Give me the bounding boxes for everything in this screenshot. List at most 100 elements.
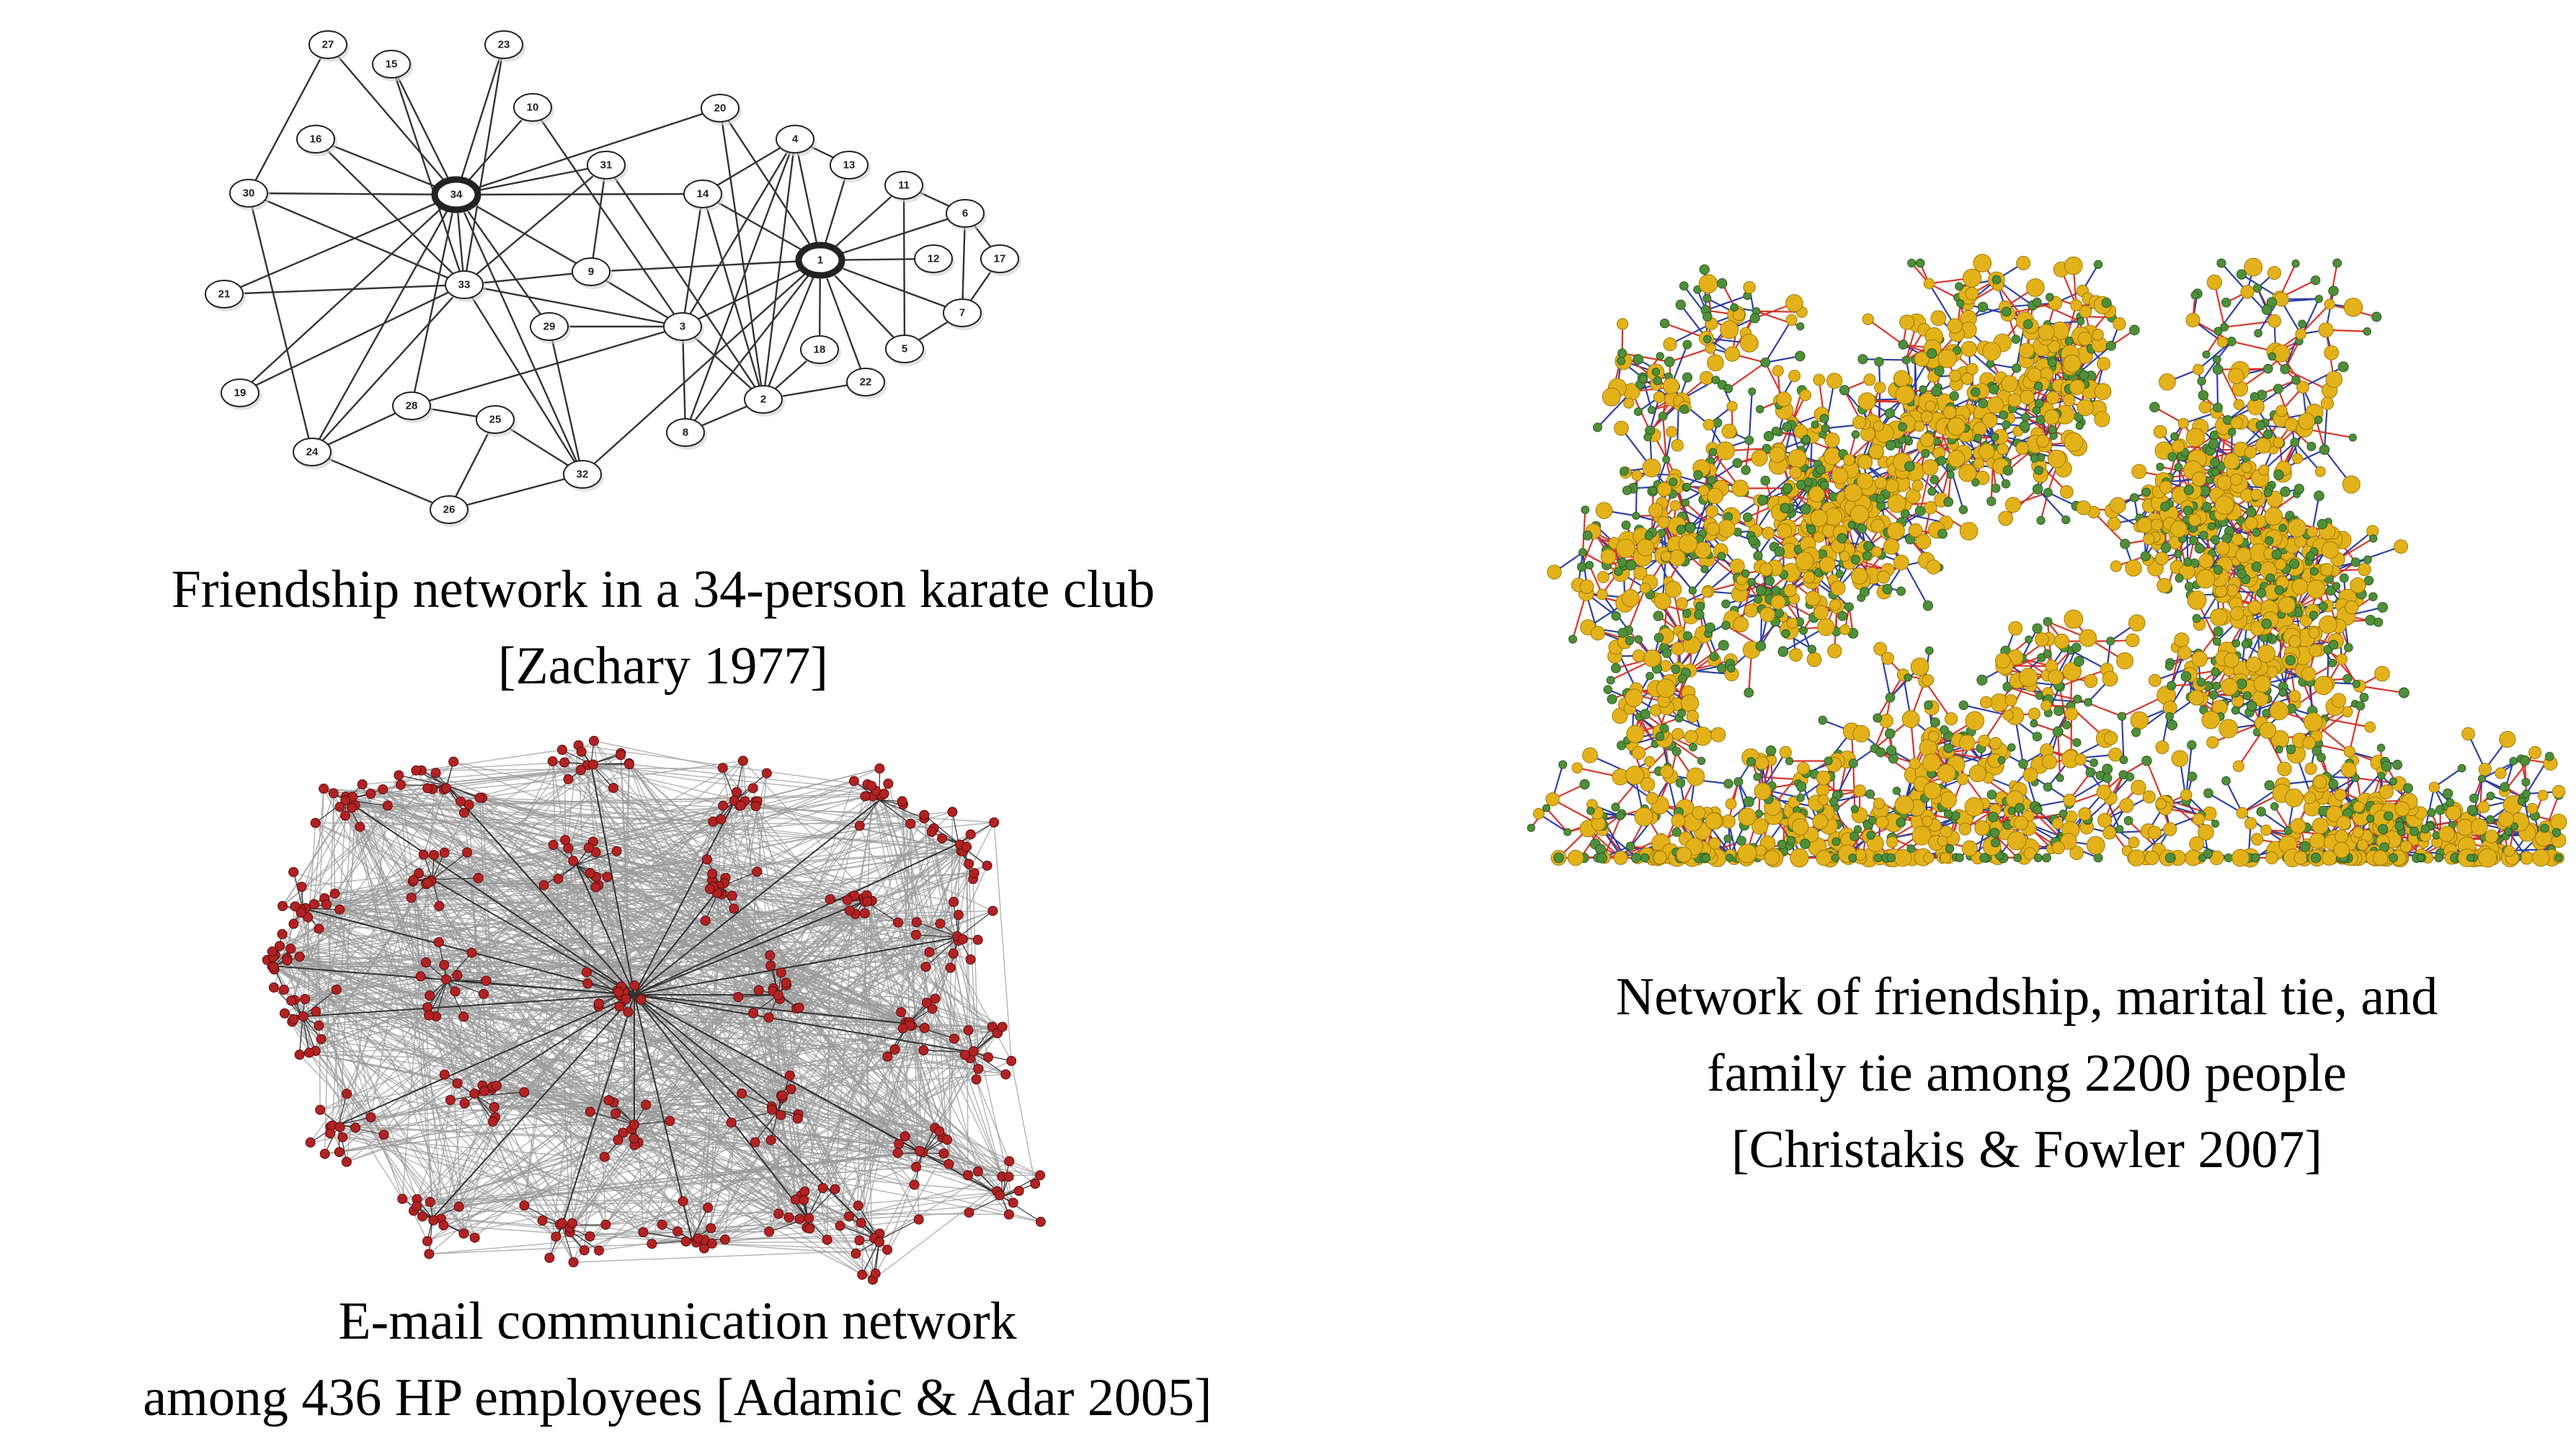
christakis-node: [2038, 654, 2046, 662]
email-node: [781, 978, 791, 988]
christakis-network-graph: [1478, 252, 2576, 973]
email-node: [289, 919, 298, 928]
karate-node-label: 22: [860, 376, 872, 389]
christakis-node: [2077, 399, 2093, 415]
email-node: [332, 985, 341, 994]
karate-node: 12: [915, 245, 955, 276]
karate-node-label: 5: [902, 343, 907, 355]
email-node: [938, 833, 947, 843]
karate-edge: [904, 185, 905, 349]
christakis-node: [1676, 525, 1685, 533]
karate-node-label: 12: [928, 253, 940, 265]
email-node: [329, 789, 338, 798]
karate-node: 34: [435, 180, 481, 213]
email-node: [422, 958, 431, 967]
email-node: [412, 1201, 422, 1210]
email-node: [962, 842, 972, 851]
email-caption: E-mail communication network among 436 H…: [0, 1283, 1355, 1436]
email-node: [321, 900, 331, 909]
karate-node-label: 18: [814, 344, 826, 356]
email-node: [612, 846, 621, 856]
email-node: [625, 760, 634, 769]
email-node: [603, 872, 612, 882]
email-node: [316, 1105, 325, 1114]
email-node: [639, 1228, 648, 1237]
email-node: [304, 1048, 314, 1058]
email-node: [440, 1070, 449, 1079]
christakis-edge: [2329, 263, 2337, 304]
email-node: [623, 1007, 633, 1016]
email-node: [379, 1130, 388, 1140]
email-edge: [314, 789, 324, 904]
karate-node-label: 25: [489, 414, 502, 426]
email-node: [804, 1214, 814, 1223]
karate-node-label: 30: [243, 187, 255, 200]
email-node: [280, 1009, 289, 1018]
christakis-edge: [1868, 319, 1904, 345]
christakis-node: [2035, 466, 2043, 475]
email-node: [398, 1195, 407, 1204]
karate-node-label: 24: [306, 446, 319, 458]
email-node: [335, 802, 345, 812]
email-node: [900, 1132, 910, 1141]
email-node: [718, 763, 727, 773]
email-node: [893, 918, 902, 927]
karate-node-label: 3: [680, 321, 685, 333]
karate-edge: [449, 474, 582, 510]
email-node: [921, 962, 931, 972]
email-node: [340, 811, 350, 820]
email-node: [681, 1237, 690, 1246]
email-node: [269, 962, 278, 972]
karate-node: 1: [799, 245, 845, 279]
email-node: [964, 1208, 974, 1218]
email-node: [910, 1180, 919, 1189]
christakis-node: [2275, 746, 2283, 753]
email-node: [286, 944, 296, 954]
karate-node-label: 33: [458, 279, 471, 291]
email-node: [600, 1152, 609, 1161]
email-node: [342, 1089, 352, 1099]
email-node: [311, 818, 320, 828]
christakis-edge: [1749, 391, 1752, 440]
email-node: [966, 830, 975, 839]
email-node: [954, 910, 964, 920]
email-node: [557, 745, 567, 755]
karate-node: 27: [309, 31, 350, 62]
karate-edge: [591, 260, 820, 272]
email-node: [867, 781, 876, 791]
karate-node: 7: [943, 299, 984, 330]
email-node: [613, 1135, 623, 1145]
email-node: [601, 1220, 610, 1229]
christakis-node: [2054, 634, 2069, 648]
email-node: [729, 904, 739, 913]
christakis-edge: [1765, 356, 1800, 363]
email-node: [751, 802, 760, 811]
christakis-node: [2389, 778, 2397, 785]
karate-node-label: 16: [310, 133, 322, 146]
email-node: [946, 963, 955, 972]
karate-node-label: 7: [959, 307, 965, 319]
email-node: [423, 784, 432, 793]
email-node: [584, 843, 593, 853]
email-node: [548, 840, 558, 849]
email-node: [621, 994, 631, 1003]
email-node: [830, 1184, 840, 1194]
email-node: [440, 848, 449, 857]
email-node: [897, 797, 907, 806]
email-node: [762, 768, 771, 778]
email-node: [936, 919, 945, 928]
email-node: [520, 1201, 529, 1210]
email-node: [972, 1075, 981, 1084]
email-node: [773, 990, 783, 1000]
karate-edge: [464, 285, 683, 327]
christakis-node: [1999, 511, 2013, 526]
christakis-node: [1807, 652, 1821, 667]
email-node: [1036, 1171, 1045, 1180]
email-node: [431, 768, 440, 778]
email-node: [879, 789, 889, 798]
email-node: [960, 1050, 969, 1060]
email-edge: [1011, 1061, 1035, 1184]
karate-node: 10: [514, 94, 554, 125]
email-node: [785, 1071, 794, 1080]
email-node: [818, 1184, 827, 1193]
